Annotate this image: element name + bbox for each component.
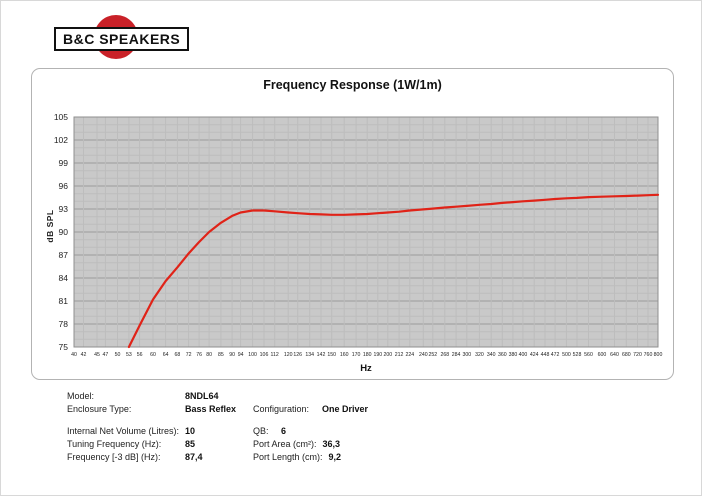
svg-text:53: 53 — [126, 352, 132, 358]
svg-text:360: 360 — [498, 352, 507, 358]
spec-value: One Driver — [322, 404, 369, 414]
svg-text:42: 42 — [81, 352, 87, 358]
spec-value: 85 — [185, 439, 196, 449]
svg-text:102: 102 — [54, 135, 68, 145]
spec-label: Enclosure Type: — [67, 404, 132, 414]
svg-text:528: 528 — [573, 352, 582, 358]
svg-text:96: 96 — [59, 181, 69, 191]
svg-text:212: 212 — [395, 352, 404, 358]
spec-value: 6 — [281, 426, 287, 436]
bc-speakers-logo: B&C SPEAKERS — [51, 13, 190, 63]
spec-value: 36,3 — [322, 439, 341, 449]
svg-text:180: 180 — [363, 352, 372, 358]
svg-text:90: 90 — [59, 227, 69, 237]
svg-text:640: 640 — [610, 352, 619, 358]
svg-text:142: 142 — [317, 352, 326, 358]
svg-text:68: 68 — [175, 352, 181, 358]
svg-text:93: 93 — [59, 204, 69, 214]
y-axis-label: dB SPL — [45, 209, 55, 243]
spec-value: 8NDL64 — [185, 391, 219, 401]
svg-text:105: 105 — [54, 112, 68, 122]
spec-label — [253, 390, 322, 403]
svg-text:400: 400 — [519, 352, 528, 358]
svg-text:50: 50 — [115, 352, 121, 358]
svg-text:472: 472 — [551, 352, 560, 358]
svg-text:45: 45 — [94, 352, 100, 358]
svg-text:126: 126 — [293, 352, 302, 358]
spec-value: 9,2 — [328, 452, 342, 462]
frequency-response-plot: 75 78 81 84 87 90 93 96 99 102 105 40 42 45 47 50 53 56 60… — [54, 112, 663, 358]
svg-text:320: 320 — [475, 352, 484, 358]
svg-text:81: 81 — [59, 296, 69, 306]
spec-label: Frequency [-3 dB] (Hz): — [67, 452, 161, 462]
svg-text:252: 252 — [428, 352, 437, 358]
svg-text:760: 760 — [644, 352, 653, 358]
svg-text:800: 800 — [654, 352, 663, 358]
svg-text:76: 76 — [196, 352, 202, 358]
svg-text:78: 78 — [59, 319, 69, 329]
svg-text:200: 200 — [383, 352, 392, 358]
svg-text:190: 190 — [373, 352, 382, 358]
spec-label: Port Length (cm): — [253, 452, 323, 462]
svg-text:99: 99 — [59, 158, 69, 168]
svg-text:60: 60 — [150, 352, 156, 358]
svg-text:680: 680 — [622, 352, 631, 358]
svg-text:75: 75 — [59, 342, 69, 352]
chart-panel: Frequency Response (1W/1m) 75 78 81 84 87 90 9… — [31, 68, 674, 380]
spec-label: QB: — [253, 426, 269, 436]
spec-label: Port Area (cm²): — [253, 439, 317, 449]
svg-text:600: 600 — [598, 352, 607, 358]
svg-text:380: 380 — [509, 352, 518, 358]
spec-value: 87,4 — [185, 452, 203, 462]
svg-text:240: 240 — [419, 352, 428, 358]
spec-row-tuning: Tuning Frequency (Hz): 85 Port Area (cm²… — [67, 438, 368, 451]
svg-text:40: 40 — [71, 352, 77, 358]
specs-table: Model: 8NDL64 Enclosure Type: Bass Refle… — [67, 390, 368, 464]
svg-text:106: 106 — [260, 352, 269, 358]
svg-text:300: 300 — [462, 352, 471, 358]
svg-text:94: 94 — [238, 352, 244, 358]
svg-text:340: 340 — [487, 352, 496, 358]
svg-text:720: 720 — [633, 352, 642, 358]
svg-text:100: 100 — [248, 352, 257, 358]
svg-text:47: 47 — [103, 352, 109, 358]
spec-row-f3: Frequency [-3 dB] (Hz): 87,4 Port Length… — [67, 451, 368, 464]
svg-text:80: 80 — [206, 352, 212, 358]
spec-row-enclosure: Enclosure Type: Bass Reflex Configuratio… — [67, 403, 368, 416]
logo-text: B&C SPEAKERS — [54, 27, 190, 51]
spec-label: Tuning Frequency (Hz): — [67, 439, 162, 449]
svg-text:150: 150 — [327, 352, 336, 358]
svg-text:268: 268 — [440, 352, 449, 358]
svg-text:56: 56 — [137, 352, 143, 358]
svg-text:134: 134 — [305, 352, 314, 358]
svg-text:72: 72 — [186, 352, 192, 358]
svg-text:84: 84 — [59, 273, 69, 283]
x-axis-label: Hz — [360, 363, 372, 374]
spec-value: 10 — [185, 426, 196, 436]
chart-title: Frequency Response (1W/1m) — [263, 78, 442, 92]
svg-text:170: 170 — [352, 352, 361, 358]
svg-text:424: 424 — [530, 352, 539, 358]
spec-row-volume: Internal Net Volume (Litres): 10 QB: 6 — [67, 425, 368, 438]
svg-text:120: 120 — [284, 352, 293, 358]
spec-value: Bass Reflex — [185, 404, 237, 414]
svg-text:85: 85 — [218, 352, 224, 358]
svg-text:87: 87 — [59, 250, 69, 260]
svg-text:160: 160 — [340, 352, 349, 358]
svg-text:284: 284 — [452, 352, 461, 358]
spec-row-model: Model: 8NDL64 — [67, 390, 368, 403]
spec-label: Configuration: — [253, 404, 310, 414]
svg-text:224: 224 — [405, 352, 414, 358]
svg-text:500: 500 — [562, 352, 571, 358]
svg-text:90: 90 — [229, 352, 235, 358]
spec-label: Internal Net Volume (Litres): — [67, 426, 180, 436]
svg-text:112: 112 — [271, 352, 279, 358]
svg-text:560: 560 — [584, 352, 593, 358]
spec-label: Model: — [67, 391, 95, 401]
svg-text:64: 64 — [163, 352, 169, 358]
svg-text:448: 448 — [541, 352, 550, 358]
